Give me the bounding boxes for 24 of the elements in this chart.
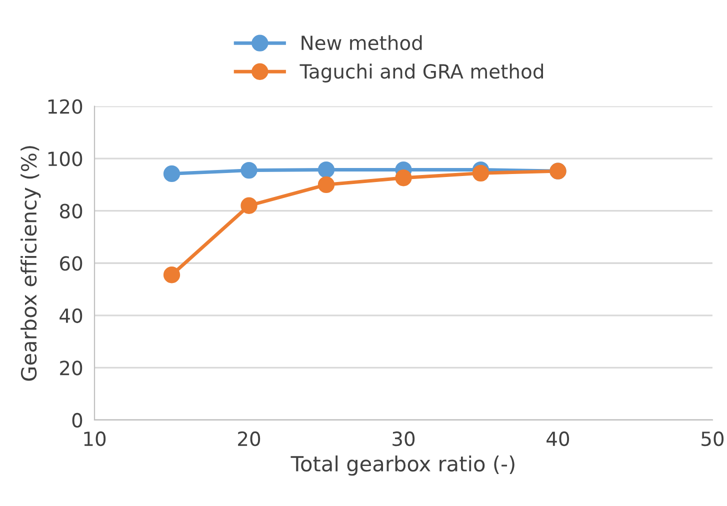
x-tick-label: 10 [84,431,106,446]
y-tick-label: 80 [60,204,82,218]
y-tick-label: 60 [60,256,82,271]
point [240,197,258,214]
point [240,162,258,179]
point [472,164,490,182]
x-tick-label: 50 [702,431,724,446]
x-axis-title: Total gearbox ratio (-) [290,455,514,476]
x-tick-label: 40 [546,431,570,446]
x-tick-label: 30 [392,431,415,446]
y-axis-title: Gearbox efficiency (%) [20,146,41,381]
point [163,266,180,284]
x-tick-label: 20 [238,431,260,446]
point [318,176,335,194]
y-tick-label: 0 [72,412,82,428]
legend-label: Taguchi and GRA method [300,64,543,82]
point [395,170,412,186]
y-tick-label: 120 [48,99,82,114]
y-tick-label: 40 [60,308,82,324]
y-tick-label: 100 [48,152,82,166]
legend-label: New method [302,35,422,50]
point [163,165,180,182]
point [318,161,335,178]
y-tick-label: 20 [60,360,82,376]
